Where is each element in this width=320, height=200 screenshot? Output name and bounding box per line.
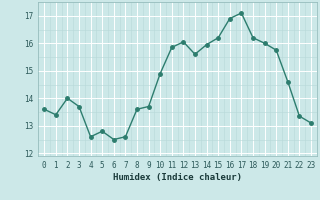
X-axis label: Humidex (Indice chaleur): Humidex (Indice chaleur)	[113, 173, 242, 182]
